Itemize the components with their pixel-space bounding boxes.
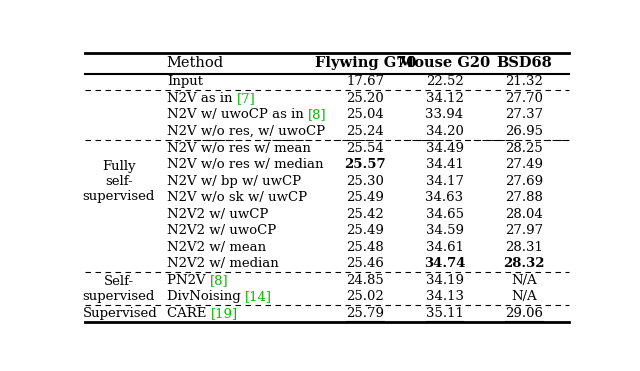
Text: Self-
supervised: Self- supervised [83,275,155,303]
Text: 27.88: 27.88 [505,191,543,204]
Text: N2V2 w/ mean: N2V2 w/ mean [167,241,266,254]
Text: 24.85: 24.85 [346,274,384,287]
Text: 25.54: 25.54 [346,142,384,155]
Text: N2V as in: N2V as in [167,92,237,105]
Text: [8]: [8] [210,274,228,287]
Text: 35.11: 35.11 [426,307,463,320]
Text: 34.63: 34.63 [426,191,463,204]
Text: 22.52: 22.52 [426,75,463,88]
Text: 34.19: 34.19 [426,274,463,287]
Text: N/A: N/A [511,274,537,287]
Text: 27.70: 27.70 [505,92,543,105]
Text: 25.48: 25.48 [346,241,384,254]
Text: 34.49: 34.49 [426,142,463,155]
Text: N2V2 w/ uwoCP: N2V2 w/ uwoCP [167,224,276,237]
Text: 25.24: 25.24 [346,125,384,138]
Text: PN2V: PN2V [167,274,210,287]
Text: N2V w/o sk w/ uwCP: N2V w/o sk w/ uwCP [167,191,307,204]
Text: [14]: [14] [245,290,272,303]
Text: Mouse G20: Mouse G20 [399,56,491,70]
Text: 25.57: 25.57 [344,158,386,171]
Text: 28.32: 28.32 [503,257,545,270]
Text: Flywing G70: Flywing G70 [314,56,416,70]
Text: 34.61: 34.61 [426,241,463,254]
Text: 25.42: 25.42 [346,208,384,221]
Text: 28.04: 28.04 [505,208,543,221]
Text: 25.49: 25.49 [346,224,384,237]
Text: [7]: [7] [237,92,255,105]
Text: Method: Method [167,56,224,70]
Text: Input: Input [167,75,203,88]
Text: 34.59: 34.59 [426,224,463,237]
Text: DivNoising: DivNoising [167,290,245,303]
Text: [8]: [8] [308,108,326,121]
Text: 34.65: 34.65 [426,208,463,221]
Text: 25.49: 25.49 [346,191,384,204]
Text: 25.20: 25.20 [346,92,384,105]
Text: 27.37: 27.37 [505,108,543,121]
Text: N2V w/o res, w/ uwoCP: N2V w/o res, w/ uwoCP [167,125,325,138]
Text: 34.41: 34.41 [426,158,463,171]
Text: 34.13: 34.13 [426,290,463,303]
Text: BSD68: BSD68 [496,56,552,70]
Text: N2V w/ bp w/ uwCP: N2V w/ bp w/ uwCP [167,175,301,188]
Text: N2V w/ uwoCP as in: N2V w/ uwoCP as in [167,108,308,121]
Text: 25.30: 25.30 [346,175,384,188]
Text: 25.79: 25.79 [346,307,384,320]
Text: 34.17: 34.17 [426,175,463,188]
Text: N2V2 w/ median: N2V2 w/ median [167,257,278,270]
Text: N2V w/o res w/ mean: N2V w/o res w/ mean [167,142,310,155]
Text: 25.46: 25.46 [346,257,384,270]
Text: 34.74: 34.74 [424,257,465,270]
Text: Supervised: Supervised [83,307,157,320]
Text: 28.25: 28.25 [505,142,543,155]
Text: 25.04: 25.04 [346,108,384,121]
Text: 25.02: 25.02 [346,290,384,303]
Text: 29.06: 29.06 [505,307,543,320]
Text: 27.69: 27.69 [505,175,543,188]
Text: 28.31: 28.31 [505,241,543,254]
Text: 27.49: 27.49 [505,158,543,171]
Text: N2V2 w/ uwCP: N2V2 w/ uwCP [167,208,268,221]
Text: 17.67: 17.67 [346,75,384,88]
Text: 26.95: 26.95 [505,125,543,138]
Text: 27.97: 27.97 [505,224,543,237]
Text: N/A: N/A [511,290,537,303]
Text: CARE: CARE [167,307,211,320]
Text: 33.94: 33.94 [426,108,463,121]
Text: [19]: [19] [211,307,237,320]
Text: 34.20: 34.20 [426,125,463,138]
Text: N2V w/o res w/ median: N2V w/o res w/ median [167,158,323,171]
Text: Fully
self-
supervised: Fully self- supervised [83,160,155,203]
Text: 21.32: 21.32 [505,75,543,88]
Text: 34.12: 34.12 [426,92,463,105]
